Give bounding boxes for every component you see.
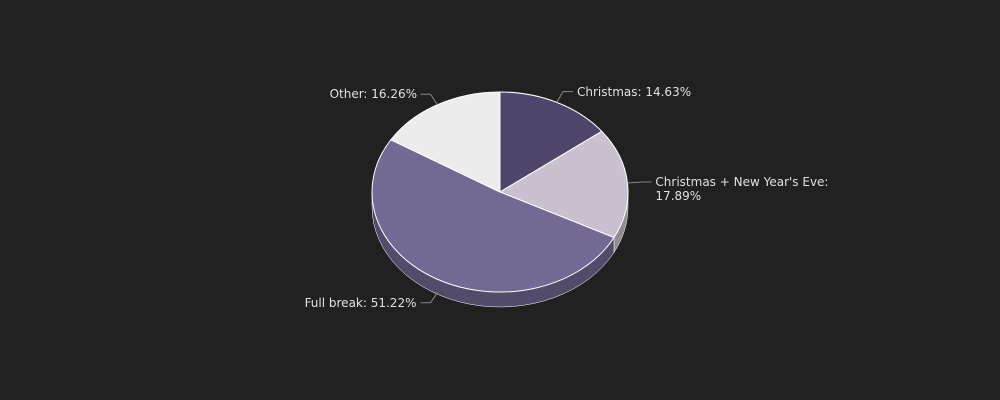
- pie-slice: [498, 130, 629, 239]
- pie-slice: [371, 139, 615, 293]
- slice-label: Other: 16.26%: [329, 87, 418, 102]
- leader-line: [627, 181, 652, 184]
- leader-line: [420, 93, 438, 106]
- leader-line: [420, 292, 438, 304]
- leader-line: [556, 91, 573, 103]
- slice-label: Christmas: 14.63%: [576, 84, 692, 99]
- pie-slice: [390, 91, 501, 193]
- pie-slice: [499, 91, 603, 193]
- slice-label: Christmas + New Year's Eve: 17.89%: [655, 174, 829, 203]
- slice-label: Full break: 51.22%: [304, 295, 417, 310]
